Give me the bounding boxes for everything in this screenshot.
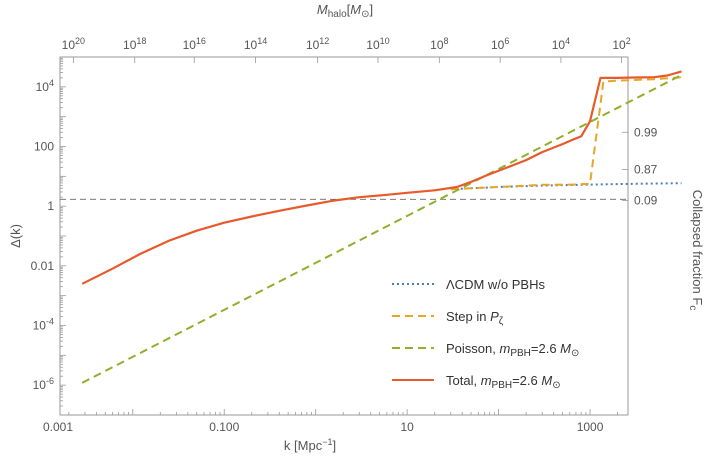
top-tick-label: 1014 xyxy=(244,36,267,52)
top-axis-label: Mhalo[M⊙] xyxy=(317,2,373,20)
legend-total: Total, mPBH=2.6 M⊙ xyxy=(392,373,561,391)
top-tick-label: 1018 xyxy=(123,36,146,52)
y-tick-label: 10-4 xyxy=(33,317,54,333)
legend-total-label: Total, mPBH=2.6 M⊙ xyxy=(446,373,561,391)
y-axis-label: Δ(k) xyxy=(8,224,23,248)
top-tick-label: 1010 xyxy=(366,36,389,52)
legend-lcdm-label: ΛCDM w/o PBHs xyxy=(446,277,545,292)
right-axis-label: Collapsed fraction Fc xyxy=(687,190,705,311)
right-tick-label: 0.87 xyxy=(634,162,658,176)
right-tick-label: 0.09 xyxy=(634,193,658,207)
top-tick-label: 102 xyxy=(612,36,630,52)
legend-step-label: Step in Pζ xyxy=(446,309,504,327)
legend-poisson: Poisson, mPBH=2.6 M⊙ xyxy=(392,341,579,359)
legend-poisson-label: Poisson, mPBH=2.6 M⊙ xyxy=(446,341,579,359)
poisson-series-line xyxy=(81,74,682,384)
legend-step: Step in Pζ xyxy=(392,309,504,327)
y-tick-label: 100 xyxy=(34,140,54,154)
x-axis-label: k [Mpc−1] xyxy=(284,437,336,453)
plot-frame xyxy=(59,56,629,416)
top-tick-label: 1012 xyxy=(306,36,329,52)
step-series-line xyxy=(450,76,682,191)
top-tick-label: 1016 xyxy=(183,36,206,52)
top-tick-label: 104 xyxy=(552,36,570,52)
x-tick-label: 0.001 xyxy=(43,420,73,434)
x-tick-label: 1000 xyxy=(577,420,604,434)
x-tick-label: 0.100 xyxy=(209,420,239,434)
x-tick-label: 10 xyxy=(400,420,414,434)
y-tick-label: 10-6 xyxy=(33,376,54,392)
top-tick-label: 106 xyxy=(491,36,509,52)
top-tick-label: 108 xyxy=(430,36,448,52)
total-series-line xyxy=(81,70,682,285)
lcdm-series-line xyxy=(450,182,682,191)
legend-lcdm: ΛCDM w/o PBHs xyxy=(392,277,545,292)
y-tick-label: 0.01 xyxy=(31,259,55,273)
top-tick-label: 1020 xyxy=(62,36,85,52)
right-tick-label: 0.99 xyxy=(634,125,658,139)
y-tick-label: 104 xyxy=(36,78,54,94)
y-tick-label: 1 xyxy=(47,199,54,213)
